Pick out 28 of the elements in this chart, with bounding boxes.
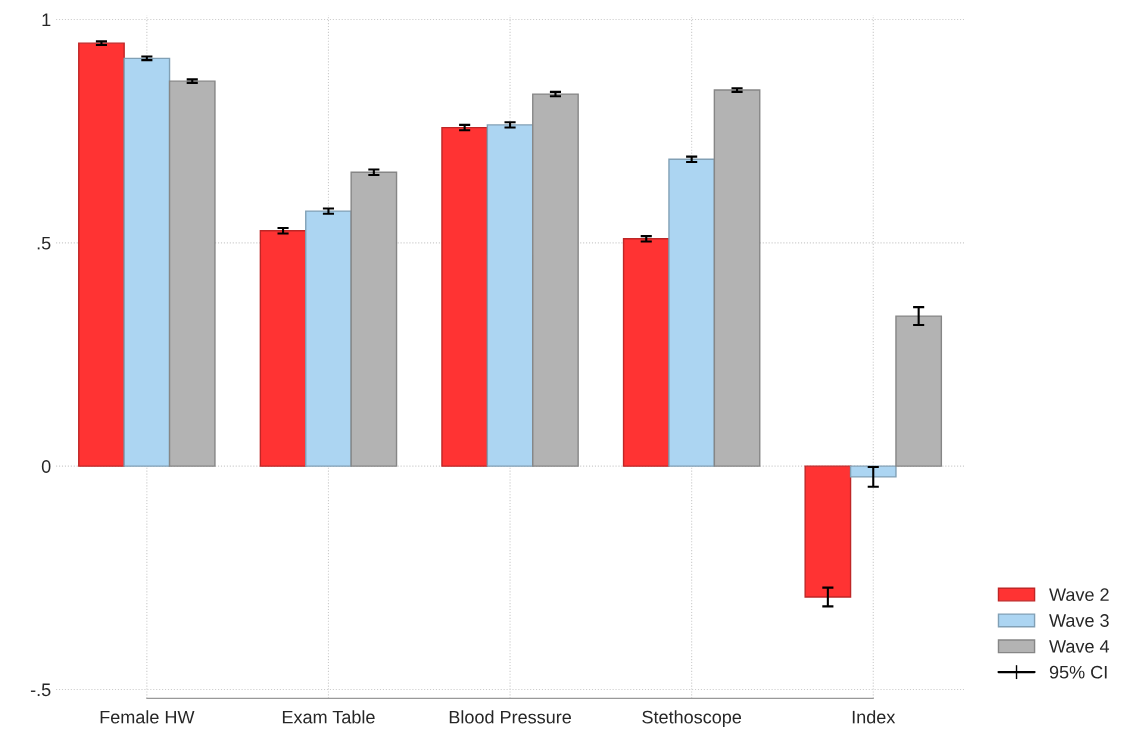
bar <box>622 238 670 467</box>
bar <box>804 465 852 598</box>
legend-label: Wave 2 <box>1049 588 1109 602</box>
y-tick-label: 1 <box>42 13 51 27</box>
x-tick-label: Female HW <box>100 710 195 724</box>
x-tick-label: Stethoscope <box>642 710 742 728</box>
bar <box>441 126 489 467</box>
bar <box>895 315 943 467</box>
x-tick-label: Exam Table <box>282 710 375 724</box>
x-tick-label: Blood Pressure <box>449 710 571 724</box>
bar <box>350 171 398 467</box>
y-tick-label: .5 <box>37 236 51 250</box>
bar <box>123 57 171 467</box>
bar <box>305 210 352 467</box>
bar <box>532 93 579 467</box>
y-tick-label: 0 <box>41 460 51 473</box>
legend-label: Wave 4 <box>1049 640 1110 653</box>
bar <box>259 230 307 467</box>
bar <box>168 80 216 467</box>
legend-label: Wave 3 <box>1049 614 1109 627</box>
x-tick-label: Index <box>852 710 896 724</box>
y-tick-label: -.5 <box>30 683 51 697</box>
text: 95% CI <box>1049 665 1107 679</box>
bar <box>668 158 716 467</box>
bar <box>849 465 897 478</box>
bar <box>486 124 534 467</box>
bar <box>78 42 125 467</box>
bar <box>713 89 761 467</box>
